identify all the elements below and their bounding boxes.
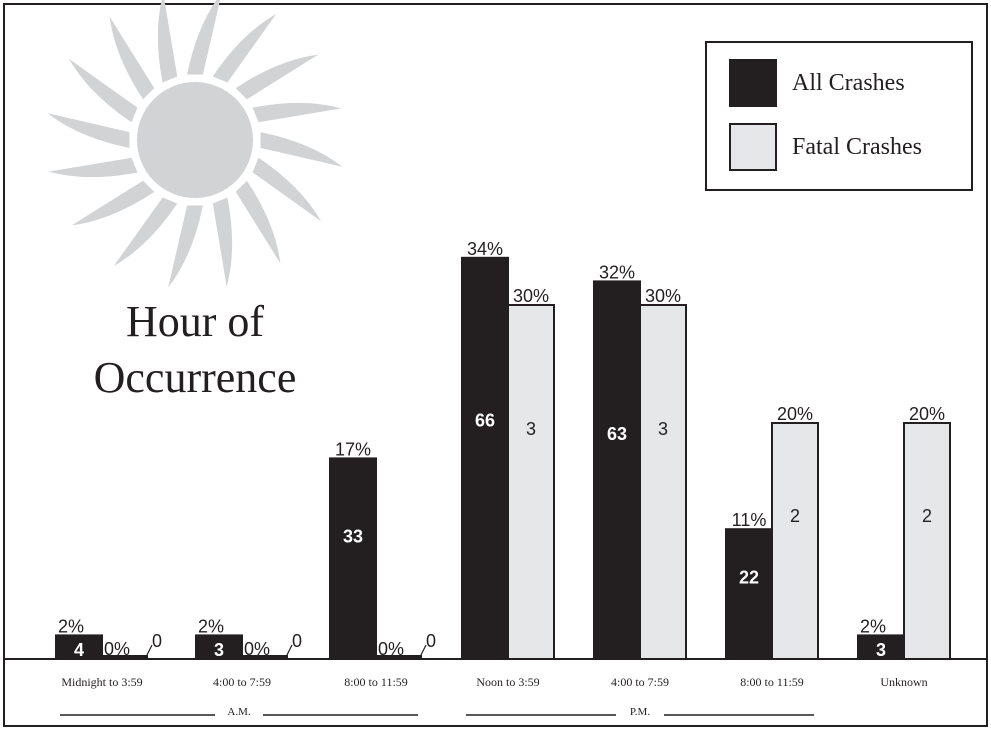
percent-label-all-crashes: 34% — [467, 239, 503, 259]
sun-ray — [212, 13, 277, 83]
category-label: 4:00 to 7:59 — [611, 675, 669, 689]
bar-fatal-crashes — [242, 655, 288, 659]
zero-leader-line — [419, 644, 427, 658]
count-label-all-crashes: 3 — [876, 640, 886, 660]
sun-ray — [212, 197, 233, 287]
count-label-fatal-crashes: 3 — [658, 419, 668, 439]
period-groups: A.M. P.M. — [60, 706, 814, 718]
sun-ray — [71, 180, 155, 226]
legend-swatch-all-crashes — [729, 59, 777, 107]
legend-label-fatal-crashes: Fatal Crashes — [792, 134, 922, 160]
sun-ray — [109, 16, 155, 100]
sun-ray — [68, 58, 138, 123]
zero-leader-line — [285, 644, 293, 658]
count-label-all-crashes: 22 — [739, 568, 759, 588]
bar-fatal-crashes — [771, 422, 819, 660]
percent-label-fatal-crashes: 30% — [513, 286, 549, 306]
legend: All Crashes Fatal Crashes — [705, 41, 973, 191]
category-label: 8:00 to 11:59 — [740, 675, 804, 689]
legend-swatch-fatal-crashes — [729, 123, 777, 171]
category-label: 8:00 to 11:59 — [344, 675, 408, 689]
sun-ray — [252, 157, 322, 222]
sun-ray — [113, 197, 178, 267]
legend-label-all-crashes: All Crashes — [792, 70, 905, 96]
sun-ray — [47, 113, 130, 148]
count-label-fatal-crashes: 0 — [292, 631, 302, 651]
sun-ray — [235, 180, 281, 264]
bar-all-crashes — [329, 457, 377, 660]
sun-ray — [48, 157, 138, 178]
period-label: A.M. — [227, 706, 250, 718]
zero-leader-line — [145, 644, 153, 658]
category-label: Unknown — [880, 675, 927, 689]
percent-label-fatal-crashes: 20% — [777, 404, 813, 424]
percent-label-all-crashes: 11% — [732, 510, 767, 530]
count-label-fatal-crashes: 2 — [922, 506, 932, 526]
percent-label-all-crashes: 17% — [335, 439, 371, 459]
bar-fatal-crashes — [639, 304, 687, 660]
period-label: P.M. — [630, 706, 650, 718]
bar-fatal-crashes — [507, 304, 555, 660]
bar-all-crashes — [725, 528, 773, 661]
count-label-all-crashes: 63 — [607, 424, 627, 444]
percent-label-all-crashes: 32% — [599, 262, 635, 282]
percent-label-all-crashes: 2% — [58, 616, 84, 636]
percent-label-fatal-crashes: 0% — [378, 639, 404, 659]
category-labels: Midnight to 3:59 4:00 to 7:59 8:00 to 11:5… — [61, 675, 927, 689]
category-label: 4:00 to 7:59 — [213, 675, 271, 689]
sun-ray — [168, 205, 203, 288]
percent-label-fatal-crashes: 0% — [104, 639, 130, 659]
chart-title-line-2: Occurrence — [94, 353, 297, 402]
chart-title-line-1: Hour of — [126, 297, 264, 346]
count-label-fatal-crashes: 0 — [152, 631, 162, 651]
category-label: Noon to 3:59 — [476, 675, 539, 689]
bar-all-crashes — [593, 280, 641, 660]
count-label-fatal-crashes: 2 — [790, 506, 800, 526]
percent-label-fatal-crashes: 30% — [645, 286, 681, 306]
sun-disc — [137, 82, 253, 198]
bar-all-crashes — [461, 256, 509, 660]
count-label-all-crashes: 4 — [74, 640, 84, 660]
sun-ray — [235, 54, 319, 100]
bar-fatal-crashes — [102, 655, 148, 659]
sun-icon — [47, 0, 343, 288]
category-label: Midnight to 3:59 — [61, 675, 142, 689]
percent-label-fatal-crashes: 20% — [909, 404, 945, 424]
count-label-all-crashes: 66 — [475, 410, 495, 430]
count-label-fatal-crashes: 0 — [426, 631, 436, 651]
percent-label-all-crashes: 2% — [198, 616, 224, 636]
count-label-fatal-crashes: 3 — [526, 419, 536, 439]
sun-ray — [187, 0, 221, 75]
percent-label-fatal-crashes: 0% — [244, 639, 270, 659]
sun-ray — [260, 132, 343, 167]
count-label-all-crashes: 33 — [343, 527, 363, 547]
sun-ray — [157, 0, 178, 83]
count-label-all-crashes: 3 — [214, 640, 224, 660]
sun-ray — [252, 102, 342, 123]
bar-fatal-crashes — [903, 422, 951, 660]
percent-label-all-crashes: 2% — [860, 616, 886, 636]
bar-fatal-crashes — [376, 655, 422, 659]
